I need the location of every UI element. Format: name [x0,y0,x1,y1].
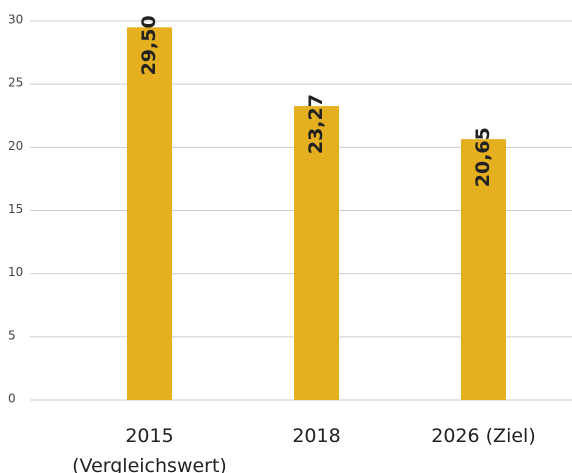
y-tick-label: 25 [8,76,23,90]
y-tick-label: 30 [8,13,23,27]
y-tick-label: 10 [8,265,23,279]
y-tick-label: 0 [8,392,16,406]
x-tick-label: 2018 [292,425,341,447]
x-tick-label: 2015 (Vergleichswert) [72,425,227,473]
bar [127,27,172,401]
x-tick-label: 2026 (Ziel) [431,425,536,447]
value-label: 23,27 [305,94,327,154]
y-tick-label: 15 [8,202,23,216]
value-label: 20,65 [472,127,494,187]
y-tick-label: 5 [8,328,16,342]
bar [461,139,506,400]
y-tick-label: 20 [8,139,23,153]
value-label: 29,50 [138,15,160,75]
bar [294,106,339,400]
